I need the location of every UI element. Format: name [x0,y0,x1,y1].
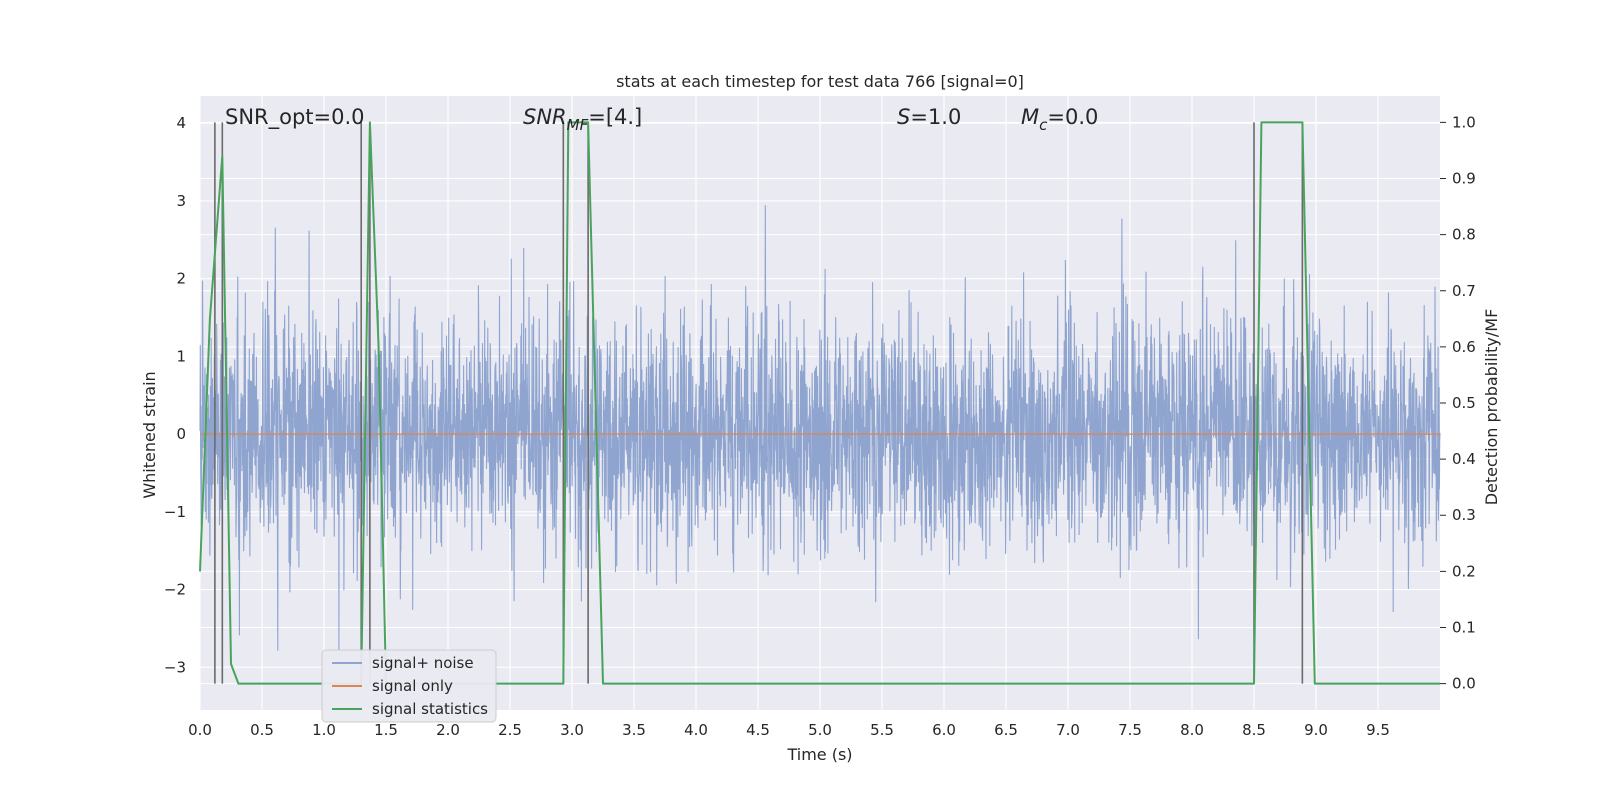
x-tick-label: 8.0 [1180,721,1204,739]
annotation-value: =0.0 [1047,105,1098,129]
x-tick-label: 0.5 [250,721,274,739]
y2-axis-ticks: 1.0 0.9 0.8 0.7 0.6 0.5 0.4 0.3 0.2 0.1 0.0 [1440,113,1476,693]
legend-label-signal-only: signal only [372,677,453,695]
x-tick-label: 4.0 [684,721,708,739]
y2-axis-label: Detection probability/MF [1482,309,1501,506]
y-tick-label: 3 [176,192,186,210]
annotation-subscript: c [1039,116,1048,134]
y2-tick-label: 0.6 [1452,338,1476,356]
y-tick-label: 1 [176,347,186,365]
annotation-mc: Mc=0.0 [1021,105,1098,134]
x-tick-label: 6.0 [932,721,956,739]
y2-tick-label: 1.0 [1452,113,1476,131]
annotation-value: =[4.] [588,105,642,129]
y2-tick-label: 0.0 [1452,675,1476,693]
y-tick-label: −3 [164,658,186,676]
y-axis-ticks: 4 3 2 1 0 −1 −2 −3 [164,114,186,676]
x-axis-label: Time (s) [786,745,852,764]
annotation-s: S=1.0 [897,105,961,129]
series-signal-statistics [199,121,1440,685]
signal-statistics-line [199,121,1440,685]
x-tick-label: 8.5 [1242,721,1266,739]
annotation-value: =1.0 [910,105,961,129]
signal-plus-noise-line [199,205,1441,651]
y2-tick-label: 0.5 [1452,394,1476,412]
x-tick-label: 5.5 [870,721,894,739]
y2-tick-label: 0.1 [1452,618,1476,636]
legend-label-signal-statistics: signal statistics [372,700,488,718]
y-tick-label: −2 [164,581,186,599]
x-tick-label: 1.5 [374,721,398,739]
x-tick-label: 9.0 [1304,721,1328,739]
annotation-prefix: S [897,105,910,129]
annotation-prefix: SNR [523,105,567,129]
x-axis-ticks: 0.0 0.5 1.0 1.5 2.0 2.5 3.0 3.5 4.0 4.5 5.0 5.5 6.0 6… [188,721,1390,739]
y-tick-label: 4 [176,114,186,132]
y-axis-label: Whitened strain [140,371,159,498]
y-tick-label: 0 [176,425,186,443]
x-tick-label: 1.0 [312,721,336,739]
chart-title: stats at each timestep for test data 766… [616,72,1024,91]
series-signal-plus-noise [199,205,1441,651]
x-tick-label: 4.5 [746,721,770,739]
y-tick-label: −1 [164,503,186,521]
y2-tick-label: 0.4 [1452,450,1476,468]
y-tick-label: 2 [176,270,186,288]
x-tick-label: 7.0 [1056,721,1080,739]
x-tick-label: 0.0 [188,721,212,739]
y2-tick-label: 0.9 [1452,170,1476,188]
x-tick-label: 7.5 [1118,721,1142,739]
x-tick-label: 3.0 [560,721,584,739]
annotation-value: =0.0 [314,105,365,129]
x-tick-label: 6.5 [994,721,1018,739]
annotation-snr-mf: SNRMF=[4.] [523,105,642,134]
x-tick-label: 5.0 [808,721,832,739]
y2-tick-label: 0.3 [1452,506,1476,524]
legend-label-signal-plus-noise: signal+ noise [372,654,474,672]
y2-tick-label: 0.7 [1452,282,1476,300]
x-tick-label: 2.0 [436,721,460,739]
x-tick-label: 3.5 [622,721,646,739]
y2-tick-label: 0.8 [1452,226,1476,244]
annotation-prefix: M [1021,105,1039,129]
annotation-prefix: SNR_opt [225,105,314,130]
x-tick-label: 9.5 [1366,721,1390,739]
legend-box [321,649,497,723]
legend: signal+ noise signal only signal statist… [321,649,497,723]
annotation-subscript: MF [567,116,589,134]
x-tick-label: 2.5 [498,721,522,739]
annotation-snr-opt: SNR_opt=0.0 [225,105,365,130]
y2-tick-label: 0.2 [1452,562,1476,580]
detection-markers [214,122,1304,684]
annotations: SNR_opt=0.0 SNRMF=[4.] S=1.0 Mc=0.0 [225,105,1098,134]
